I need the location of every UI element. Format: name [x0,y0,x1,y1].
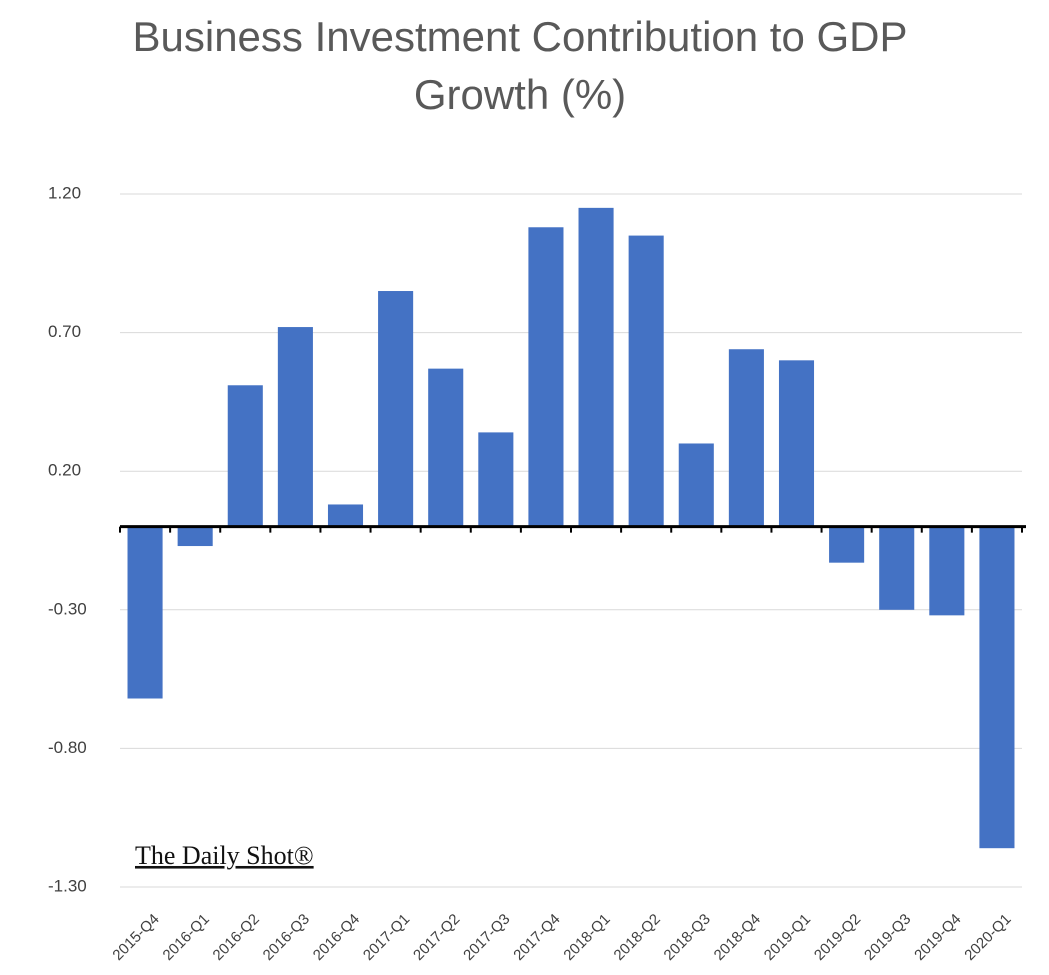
bar [127,526,163,699]
bar [478,432,514,527]
bar [929,526,965,616]
watermark: The Daily Shot® [135,841,314,870]
bar [327,504,364,527]
y-tick-label: 1.20 [48,183,81,202]
bar [678,443,714,527]
bar [829,526,865,563]
bar [177,526,213,547]
y-tick-label: -0.30 [48,599,87,618]
bar [578,207,614,527]
x-tick-label: 2018-Q2 [611,911,664,964]
bar [227,385,263,527]
x-tick-label: 2019-Q1 [761,911,814,964]
x-tick-label: 2017-Q1 [360,911,413,964]
x-tick-label: 2016-Q1 [160,911,213,964]
x-tick-label: 2016-Q2 [210,911,263,964]
x-tick-label: 2020-Q1 [961,911,1014,964]
bar [979,526,1015,849]
x-tick-label: 2018-Q1 [560,911,613,964]
x-tick-label: 2016-Q3 [260,911,313,964]
chart-title: Business Investment Contribution to GDP … [132,13,908,118]
y-tick-label: 0.70 [48,322,81,341]
bar [428,368,464,527]
y-tick-label: -1.30 [48,876,87,895]
y-tick-label: -0.80 [48,738,87,757]
bar [528,227,564,527]
x-tick-label: 2017-Q2 [410,911,463,964]
x-tick-label: 2016-Q4 [310,911,363,964]
bar [728,349,764,527]
bar [277,327,313,527]
x-tick-label: 2019-Q4 [911,911,964,964]
bar [378,291,414,527]
x-tick-label: 2019-Q2 [811,911,864,964]
bar [628,235,664,527]
x-tick-label: 2017-Q4 [510,911,563,964]
y-tick-label: 0.20 [48,461,81,480]
x-tick-label: 2015-Q4 [109,911,162,964]
x-tick-label: 2019-Q3 [861,911,914,964]
x-tick-label: 2018-Q4 [711,911,764,964]
x-tick-label: 2018-Q3 [661,911,714,964]
bar [879,526,915,610]
bar [778,360,815,527]
x-tick-label: 2017-Q3 [460,911,513,964]
